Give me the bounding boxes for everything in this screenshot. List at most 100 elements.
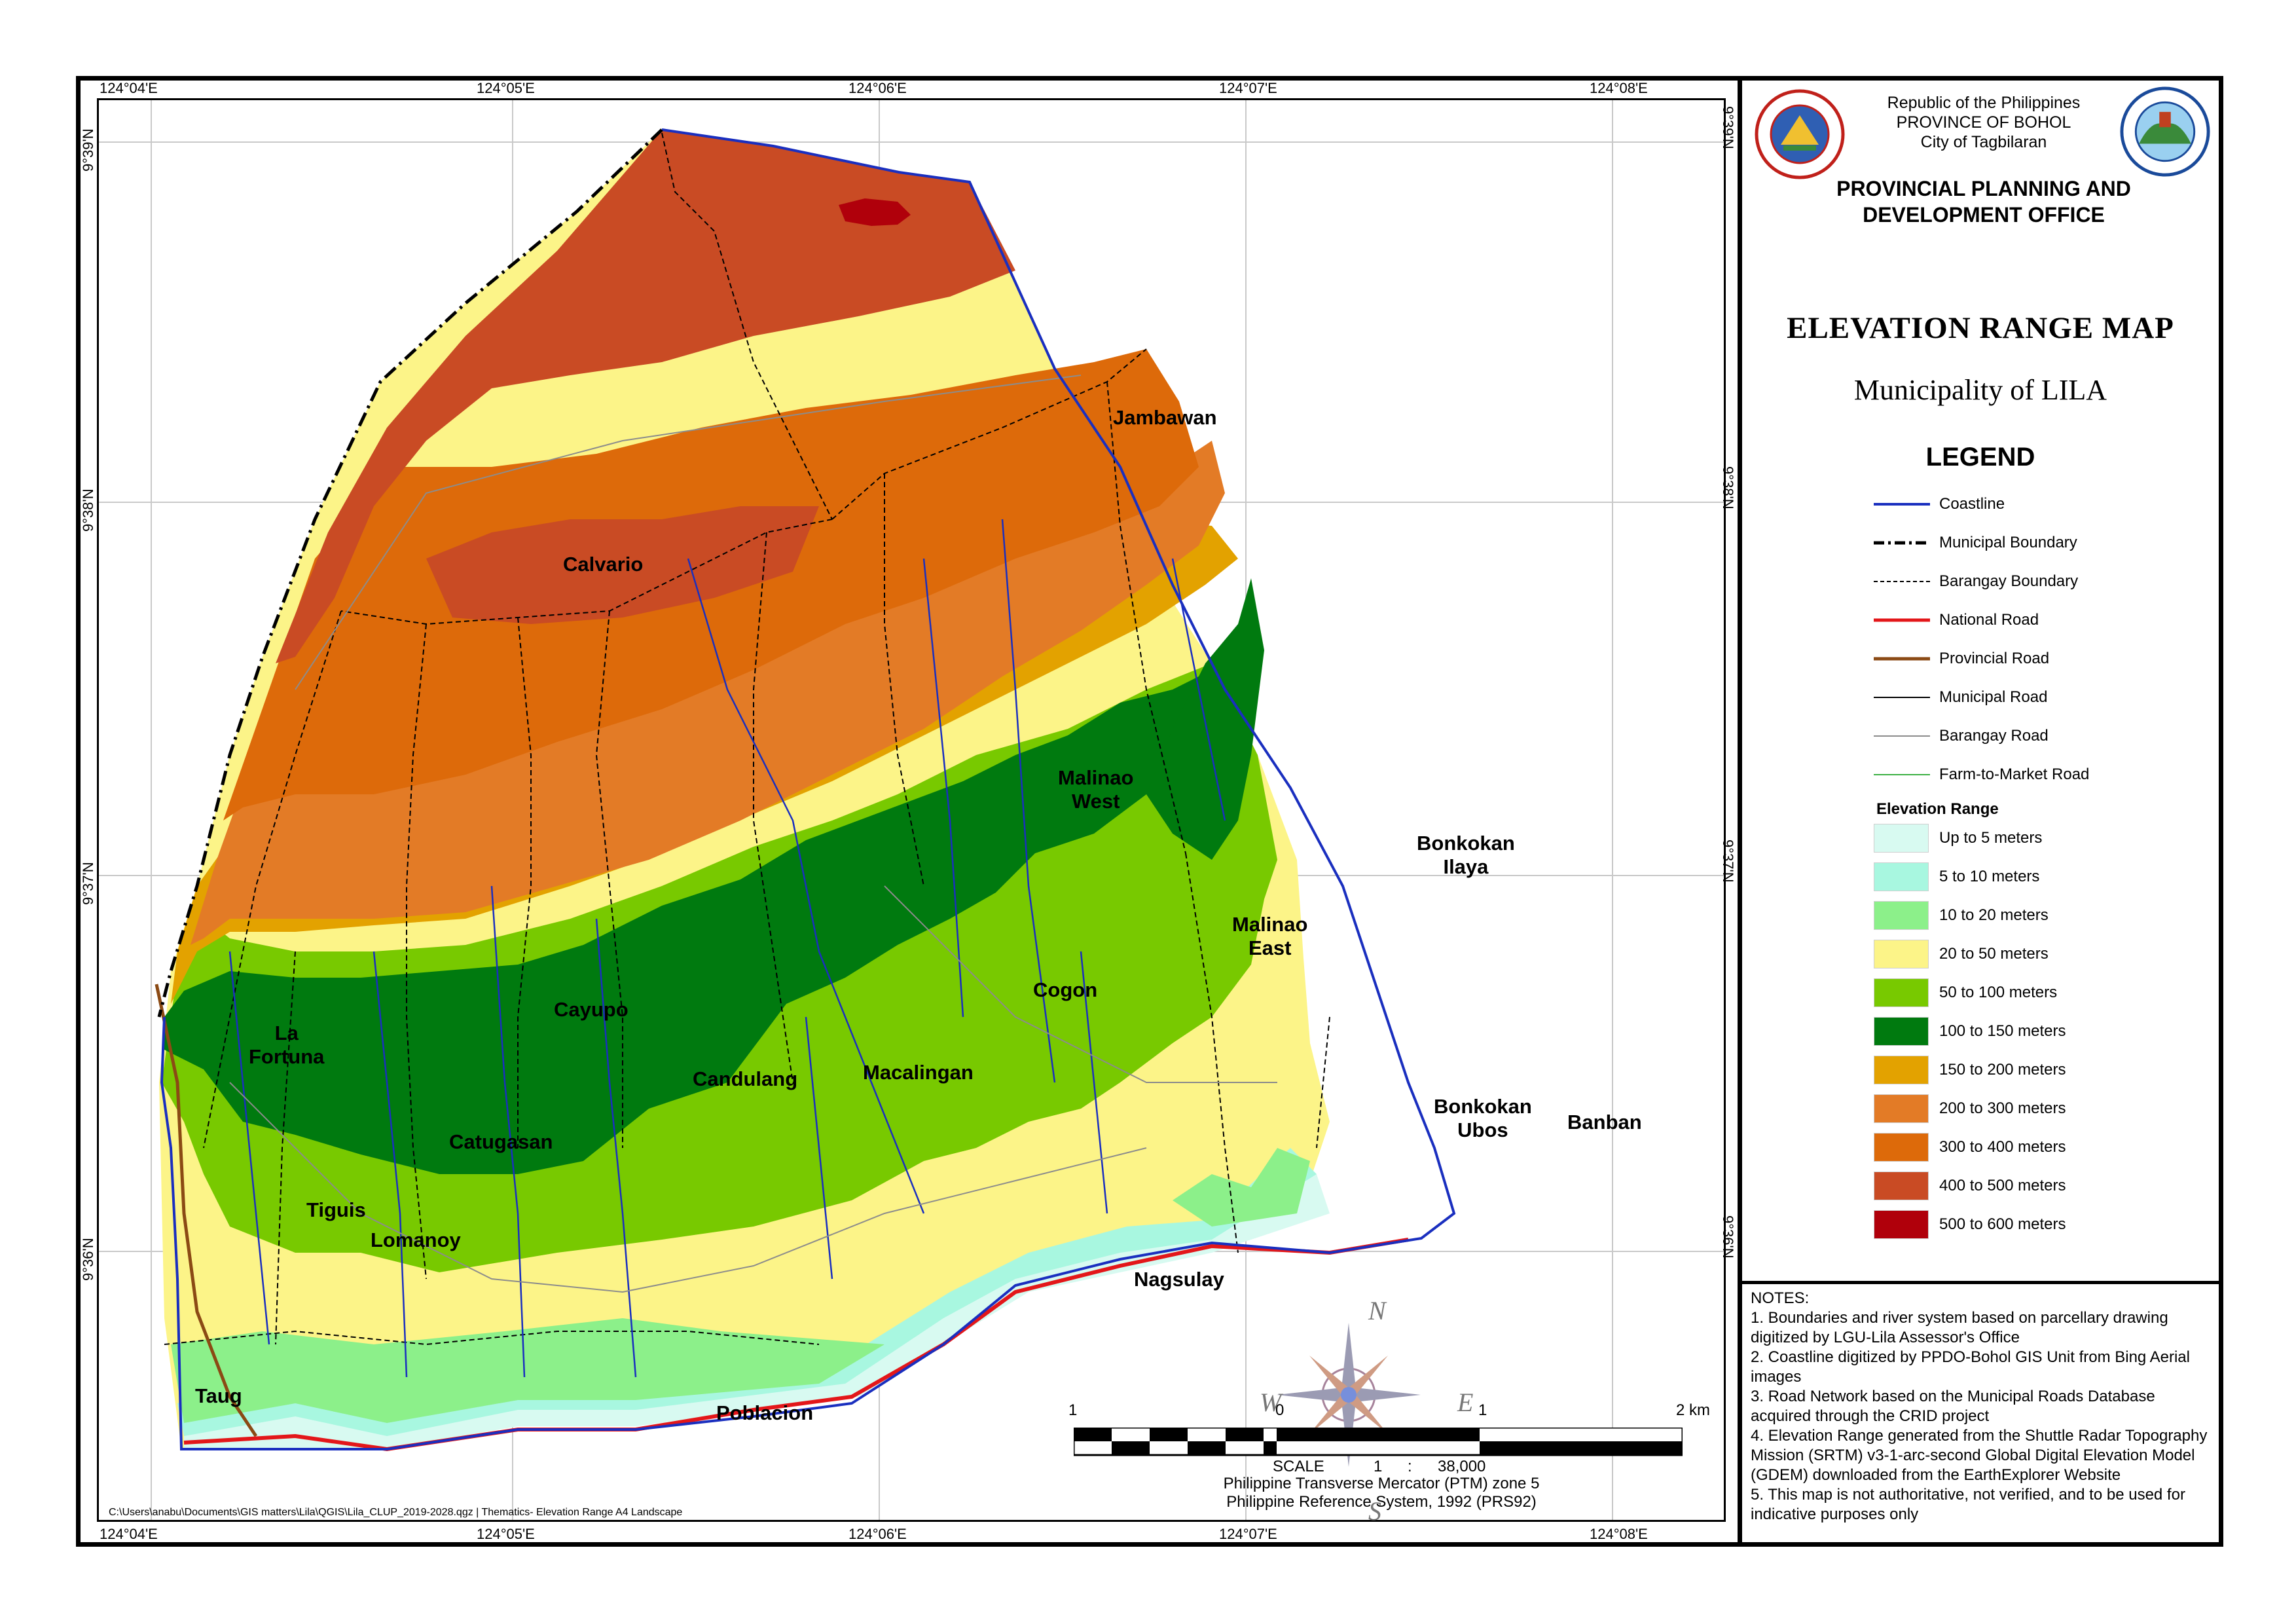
scale-colon: : bbox=[1408, 1458, 1412, 1475]
lon-label-top: 124°04'E bbox=[100, 80, 158, 96]
barangay-label: Cayupo bbox=[554, 998, 629, 1021]
barangay-label: Malinao East bbox=[1232, 913, 1308, 959]
scale-ratio-right: 38,000 bbox=[1438, 1458, 1486, 1475]
elevation-swatch bbox=[1874, 940, 1929, 969]
elevation-label: 200 to 300 meters bbox=[1939, 1099, 2066, 1117]
band-400-500 bbox=[276, 130, 1015, 663]
barangay-label: Catugasan bbox=[449, 1130, 553, 1153]
elevation-swatch bbox=[1874, 1056, 1929, 1084]
legend-label: National Road bbox=[1939, 611, 2039, 629]
map-title: ELEVATION RANGE MAP bbox=[1787, 311, 2174, 345]
elevation-swatch bbox=[1874, 1172, 1929, 1200]
legend-label: Municipal Road bbox=[1939, 688, 2048, 706]
map-canvas bbox=[97, 98, 1726, 1522]
lat-label-left: 9°38'N bbox=[80, 489, 96, 532]
lat-label-left: 9°36'N bbox=[80, 1238, 96, 1281]
notes-block: NOTES: 1. Boundaries and river system ba… bbox=[1751, 1289, 2213, 1524]
elevation-label: 100 to 150 meters bbox=[1939, 1022, 2066, 1040]
province-text: PROVINCE OF BOHOL bbox=[1896, 113, 2071, 132]
legend-label: Coastline bbox=[1939, 495, 2005, 513]
office-name: PROVINCIAL PLANNING AND DEVELOPMENT OFFI… bbox=[1836, 177, 2131, 227]
header-address: Republic of the Philippines PROVINCE OF … bbox=[1879, 93, 2088, 152]
lon-label-bottom: 124°06'E bbox=[848, 1526, 907, 1542]
note-item: 3. Road Network based on the Municipal R… bbox=[1751, 1388, 2155, 1425]
panel-divider bbox=[1738, 76, 1742, 1547]
rivers bbox=[228, 519, 1226, 1378]
map-sheet-frame bbox=[76, 76, 2223, 1547]
lon-label-top: 124°06'E bbox=[848, 80, 907, 96]
note-item: 5. This map is not authoritative, not ve… bbox=[1751, 1486, 2185, 1523]
barangay-label: Taug bbox=[195, 1384, 242, 1407]
elevation-range-title: Elevation Range bbox=[1876, 800, 1999, 818]
lat-label-right: 9°37'N bbox=[1720, 840, 1736, 883]
note-item: 4. Elevation Range generated from the Sh… bbox=[1751, 1427, 2208, 1484]
barangay-boundaries bbox=[164, 132, 1330, 1346]
band-10-20 bbox=[171, 1318, 884, 1423]
note-item: 2. Coastline digitized by PPDO-Bohol GIS… bbox=[1751, 1348, 2190, 1386]
legend-line-symbols bbox=[1874, 503, 1930, 775]
elevation-label: 10 to 20 meters bbox=[1939, 906, 2049, 924]
barangay-label: Poblacion bbox=[716, 1401, 814, 1424]
compass-s-label: S bbox=[1368, 1496, 1381, 1526]
barangay-label: Lomanoy bbox=[371, 1228, 461, 1251]
elevation-label: Up to 5 meters bbox=[1939, 829, 2043, 847]
barangay-label: Candulang bbox=[693, 1067, 798, 1090]
band-500-600 bbox=[839, 198, 911, 226]
legend-label: Municipal Boundary bbox=[1939, 534, 2077, 551]
lon-label-top: 124°08'E bbox=[1590, 80, 1648, 96]
elevation-label: 300 to 400 meters bbox=[1939, 1138, 2066, 1156]
band-100-150 bbox=[164, 663, 1251, 1174]
barangay-label: Nagsulay bbox=[1134, 1268, 1224, 1291]
legend-label: Barangay Road bbox=[1939, 727, 2049, 745]
scale-bar bbox=[1074, 1428, 1683, 1456]
republic-text: Republic of the Philippines bbox=[1887, 94, 2081, 112]
provincial-road bbox=[155, 984, 258, 1437]
elevation-swatch bbox=[1874, 1210, 1929, 1239]
elevation-bands bbox=[159, 130, 1330, 1449]
elevation-label: 150 to 200 meters bbox=[1939, 1061, 2066, 1079]
elevation-swatch bbox=[1874, 1133, 1929, 1162]
elevation-swatch bbox=[1874, 1017, 1929, 1046]
legend-label: Barangay Boundary bbox=[1939, 572, 2079, 590]
note-item: 1. Boundaries and river system based on … bbox=[1751, 1309, 2168, 1346]
notes-heading: NOTES: bbox=[1751, 1289, 1810, 1307]
lon-label-bottom: 124°05'E bbox=[477, 1526, 535, 1542]
elevation-label: 50 to 100 meters bbox=[1939, 984, 2058, 1001]
compass-n-label: N bbox=[1368, 1296, 1386, 1325]
lat-label-left: 9°37'N bbox=[80, 862, 96, 905]
scale-tick-label: 0 bbox=[1275, 1401, 1285, 1419]
lat-label-right: 9°38'N bbox=[1720, 466, 1736, 509]
elevation-label: 20 to 50 meters bbox=[1939, 945, 2049, 963]
notes-divider bbox=[1742, 1281, 2219, 1284]
lat-label-right: 9°36'N bbox=[1720, 1215, 1736, 1259]
elevation-label: 400 to 500 meters bbox=[1939, 1177, 2066, 1194]
elevation-label: 5 to 10 meters bbox=[1939, 868, 2040, 885]
scale-tick-label: 2 km bbox=[1676, 1401, 1711, 1419]
compass-e-label: E bbox=[1457, 1388, 1474, 1417]
barangay-label: Cogon bbox=[1033, 978, 1098, 1001]
elevation-swatch bbox=[1874, 1094, 1929, 1123]
city-text: City of Tagbilaran bbox=[1920, 133, 2047, 151]
barangay-label: Macalingan bbox=[863, 1061, 974, 1084]
elevation-swatch bbox=[1874, 824, 1929, 853]
scale-label: SCALE bbox=[1273, 1458, 1324, 1475]
coastline bbox=[160, 128, 1456, 1450]
elevation-map-svg bbox=[99, 100, 1724, 1520]
province-seal-icon bbox=[1755, 89, 1845, 179]
municipality-seal-icon bbox=[2120, 86, 2210, 177]
scale-tick-label: 1 bbox=[1478, 1401, 1487, 1419]
elevation-swatch bbox=[1874, 978, 1929, 1007]
barangay-label: Tiguis bbox=[306, 1198, 366, 1221]
compass-w-label: W bbox=[1260, 1388, 1282, 1417]
map-subtitle: Municipality of LILA bbox=[1853, 374, 2107, 406]
scale-ratio-left: 1 bbox=[1374, 1458, 1383, 1475]
legend-label: Provincial Road bbox=[1939, 650, 2050, 667]
barangay-label: Jambawan bbox=[1113, 406, 1217, 429]
lon-label-top: 124°05'E bbox=[477, 80, 535, 96]
legend-title: LEGEND bbox=[1925, 443, 2035, 471]
scale-tick-label: 1 bbox=[1068, 1401, 1078, 1419]
legend-label: Farm-to-Market Road bbox=[1939, 766, 2090, 783]
lon-label-bottom: 124°04'E bbox=[100, 1526, 158, 1542]
north-arrow-compass bbox=[1277, 1323, 1421, 1467]
lat-label-left: 9°39'N bbox=[80, 128, 96, 172]
